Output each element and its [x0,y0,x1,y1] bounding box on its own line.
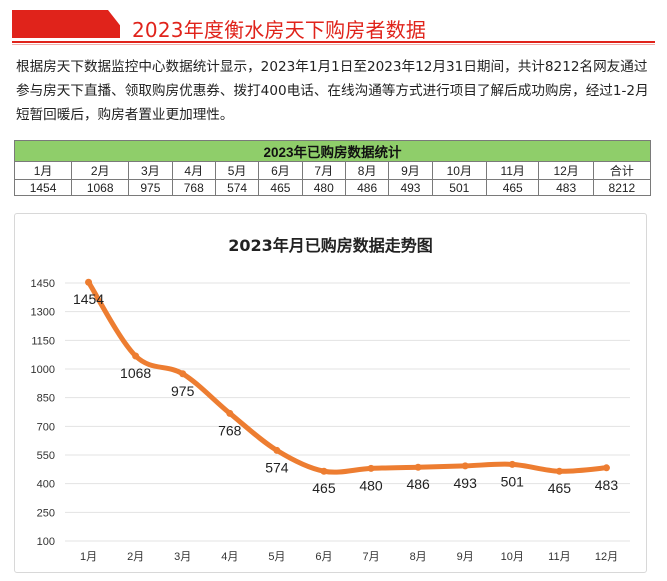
table-title: 2023年已购房数据统计 [14,140,651,162]
y-tick-label: 700 [37,421,55,433]
data-label: 975 [171,383,195,399]
table-header-cell: 10月 [431,161,487,180]
data-label: 493 [454,475,478,491]
data-label: 486 [406,476,430,492]
data-point [273,446,281,454]
data-label: 465 [312,480,336,496]
data-point [226,409,234,417]
y-tick-label: 250 [37,507,55,519]
y-tick-label: 100 [37,536,55,548]
table-value-cell: 574 [214,179,260,196]
y-tick-label: 1300 [31,307,55,319]
data-label: 574 [265,459,289,475]
table-value-cell: 975 [128,179,173,196]
table-value-cell: 493 [388,179,433,196]
data-point [132,352,140,360]
table-value-cell: 465 [485,179,540,196]
table-value-row: 1454 1068 975 768 574 465 480 486 493 50… [13,179,652,196]
x-tick-label: 11月 [548,551,570,563]
table-header-cell: 6月 [258,161,303,180]
x-tick-label: 6月 [315,551,332,563]
data-point [461,462,469,470]
table-value-cell: 501 [431,179,487,196]
data-label: 501 [501,473,525,489]
x-tick-label: 5月 [268,551,285,563]
table-header-cell: 9月 [388,161,433,180]
data-point [320,467,328,475]
table-value-cell: 486 [344,179,390,196]
data-point [367,464,375,472]
page-title: 2023年度衡水房天下购房者数据 [132,18,427,42]
x-tick-label: 12月 [595,551,618,563]
chart-title: 2023年月已购房数据走势图 [228,236,433,255]
table-header-cell: 4月 [171,161,216,180]
data-label: 483 [595,477,619,493]
table-value-cell: 1068 [71,179,130,196]
y-tick-label: 400 [37,479,55,491]
data-point [85,278,93,286]
y-tick-label: 1150 [31,335,55,347]
data-point [555,467,563,475]
table-header-cell: 3月 [128,161,173,180]
table-total-cell: 8212 [592,179,652,196]
table-value-cell: 465 [258,179,303,196]
data-point [508,460,516,468]
table-header-cell: 合计 [592,161,652,180]
page-header: 2023年度衡水房天下购房者数据 [0,0,667,45]
x-tick-label: 8月 [410,551,427,563]
y-tick-label: 550 [37,450,55,462]
data-point [414,463,422,471]
data-label: 465 [548,480,572,496]
series-line [86,279,609,475]
table-header-cell: 12月 [538,161,594,180]
table-value-cell: 768 [171,179,216,196]
y-tick-label: 1000 [31,364,55,376]
table-header-cell: 5月 [214,161,260,180]
x-tick-label: 7月 [362,551,379,563]
trend-chart: 2023年月已购房数据走势图 100 250 400 550 700 850 1000 115… [14,213,647,573]
data-label: 1068 [120,365,151,381]
purchase-stats-table: 2023年已购房数据统计 1月 2月 3月 4月 5月 6月 7月 8月 9月 … [13,140,652,196]
data-label: 480 [359,477,383,493]
table-header-row: 1月 2月 3月 4月 5月 6月 7月 8月 9月 10月 11月 12月 合… [13,161,652,180]
data-label: 1454 [73,291,104,307]
y-tick-label: 1450 [31,278,55,290]
data-label: 768 [218,422,242,438]
table-header-cell: 2月 [71,161,130,180]
data-point [602,464,610,472]
table-header-cell: 7月 [301,161,346,180]
x-tick-label: 1月 [80,551,97,563]
y-tick-label: 850 [37,393,55,405]
x-tick-label: 4月 [221,551,238,563]
table-value-cell: 1454 [13,179,73,196]
x-tick-label: 2月 [127,551,144,563]
table-header-cell: 11月 [485,161,540,180]
table-value-cell: 480 [301,179,346,196]
header-accent-block [12,10,120,38]
x-tick-label: 10月 [501,551,524,563]
header-divider-shadow [12,44,655,45]
header-divider [12,41,655,43]
table-header-cell: 8月 [344,161,390,180]
x-tick-label: 9月 [457,551,474,563]
table-header-cell: 1月 [13,161,73,180]
data-point [179,370,187,378]
table-value-cell: 483 [538,179,594,196]
x-tick-label: 3月 [174,551,191,563]
chart-plot-area: 100 250 400 550 700 850 1000 1150 1300 1450 1月 2月 3月… [31,278,630,563]
intro-paragraph: 根据房天下数据监控中心数据统计显示，2023年1月1日至2023年12月31日期… [16,59,649,123]
